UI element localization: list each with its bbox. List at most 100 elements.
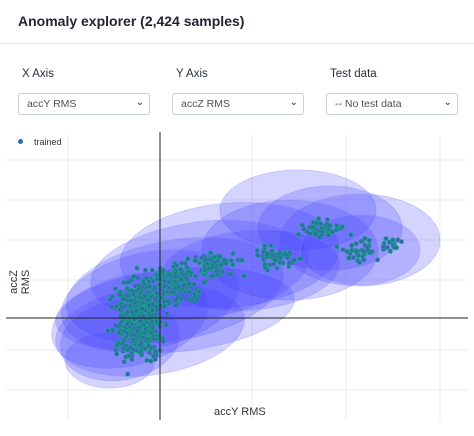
scatter-point [158, 276, 164, 282]
scatter-point [143, 336, 149, 342]
scatter-point [133, 299, 139, 305]
scatter-point [142, 346, 148, 352]
scatter-point [355, 253, 361, 259]
scatter-point [117, 291, 123, 297]
scatter-point [127, 302, 133, 308]
scatter-point [156, 282, 162, 288]
scatter-point [326, 223, 332, 229]
x-axis-select-value: accY RMS [27, 98, 77, 110]
scatter-point [390, 237, 396, 243]
scatter-point [193, 286, 199, 292]
scatter-point [193, 273, 199, 279]
scatter-point [230, 262, 236, 268]
y-axis-title: accZ RMS [8, 269, 32, 295]
x-axis-select[interactable]: accY RMS ⌄ [18, 93, 150, 115]
scatter-point [149, 312, 155, 318]
scatter-point [358, 238, 364, 244]
scatter-point [114, 342, 120, 348]
scatter-point [162, 283, 168, 289]
scatter-point [188, 270, 194, 276]
scatter-point [211, 259, 217, 265]
scatter-point [154, 290, 160, 296]
scatter-point [150, 301, 156, 307]
scatter-point [374, 257, 380, 263]
scatter-point [228, 257, 234, 263]
scatter-point [301, 226, 307, 232]
scatter-point [137, 342, 143, 348]
scatter-point [141, 313, 147, 319]
scatter-point [114, 304, 120, 310]
scatter-point [254, 247, 260, 253]
scatter-point [262, 261, 268, 267]
scatter-point [384, 244, 390, 250]
scatter-point [255, 252, 261, 258]
scatter-point [162, 303, 168, 309]
plot-grid [6, 135, 468, 420]
scatter-point [173, 303, 179, 309]
scatter-point [185, 256, 191, 262]
chevron-down-icon: ⌄ [443, 97, 452, 108]
scatter-point [186, 280, 192, 286]
scatter-point [172, 278, 178, 284]
scatter-point [163, 322, 169, 328]
scatter-point [364, 244, 370, 250]
scatter-point [121, 280, 127, 286]
scatter-point [121, 359, 127, 365]
scatter-point [291, 257, 297, 263]
scatter-point [150, 325, 156, 331]
scatter-point [241, 273, 247, 279]
scatter-point [151, 336, 157, 342]
scatter-point [333, 227, 339, 233]
scatter-point [164, 311, 170, 317]
scatter-point [312, 231, 318, 237]
scatter-point [286, 260, 292, 266]
scatter-point [264, 252, 270, 258]
scatter-point [139, 295, 145, 301]
scatter-point [297, 256, 303, 262]
scatter-point [362, 236, 368, 242]
scatter-point [380, 244, 386, 250]
scatter-point [398, 239, 404, 245]
scatter-point [357, 259, 363, 265]
scatter-point [340, 247, 346, 253]
scatter-point [119, 304, 125, 310]
scatter-point [278, 255, 284, 261]
scatter-point [277, 251, 283, 257]
y-axis-select-value: accZ RMS [181, 98, 231, 110]
scatter-point [125, 371, 131, 377]
scatter-point [171, 289, 177, 295]
scatter-point [116, 330, 122, 336]
scatter-point [150, 278, 156, 284]
scatter-point [135, 328, 141, 334]
scatter-point [166, 271, 172, 277]
scatter-point [130, 347, 136, 353]
scatter-point [179, 260, 185, 266]
scatter-point [166, 285, 172, 291]
scatter-point [186, 296, 192, 302]
scatter-point [114, 351, 120, 357]
scatter-point [153, 348, 159, 354]
test-data-select-value: -- No test data [335, 98, 402, 110]
scatter-point [145, 343, 151, 349]
y-axis-select[interactable]: accZ RMS ⌄ [172, 93, 304, 115]
scatter-point [218, 262, 224, 268]
scatter-point [142, 292, 148, 298]
scatter-point [199, 255, 205, 261]
scatter-point [161, 299, 167, 305]
scatter-point [346, 255, 352, 261]
scatter-point [184, 276, 190, 282]
scatter-point [149, 294, 155, 300]
test-data-select[interactable]: -- No test data ⌄ [326, 93, 458, 115]
scatter-point [174, 262, 180, 268]
scatter-point [339, 224, 345, 230]
anomaly-scatter-plot[interactable] [0, 125, 474, 425]
scatter-point [130, 337, 136, 343]
scatter-point [239, 257, 245, 263]
scatter-point [269, 252, 275, 258]
scatter-point [143, 326, 149, 332]
scatter-point [181, 282, 187, 288]
scatter-point [160, 290, 166, 296]
scatter-point [149, 307, 155, 313]
scatter-point [142, 267, 148, 273]
scatter-point [272, 257, 278, 263]
